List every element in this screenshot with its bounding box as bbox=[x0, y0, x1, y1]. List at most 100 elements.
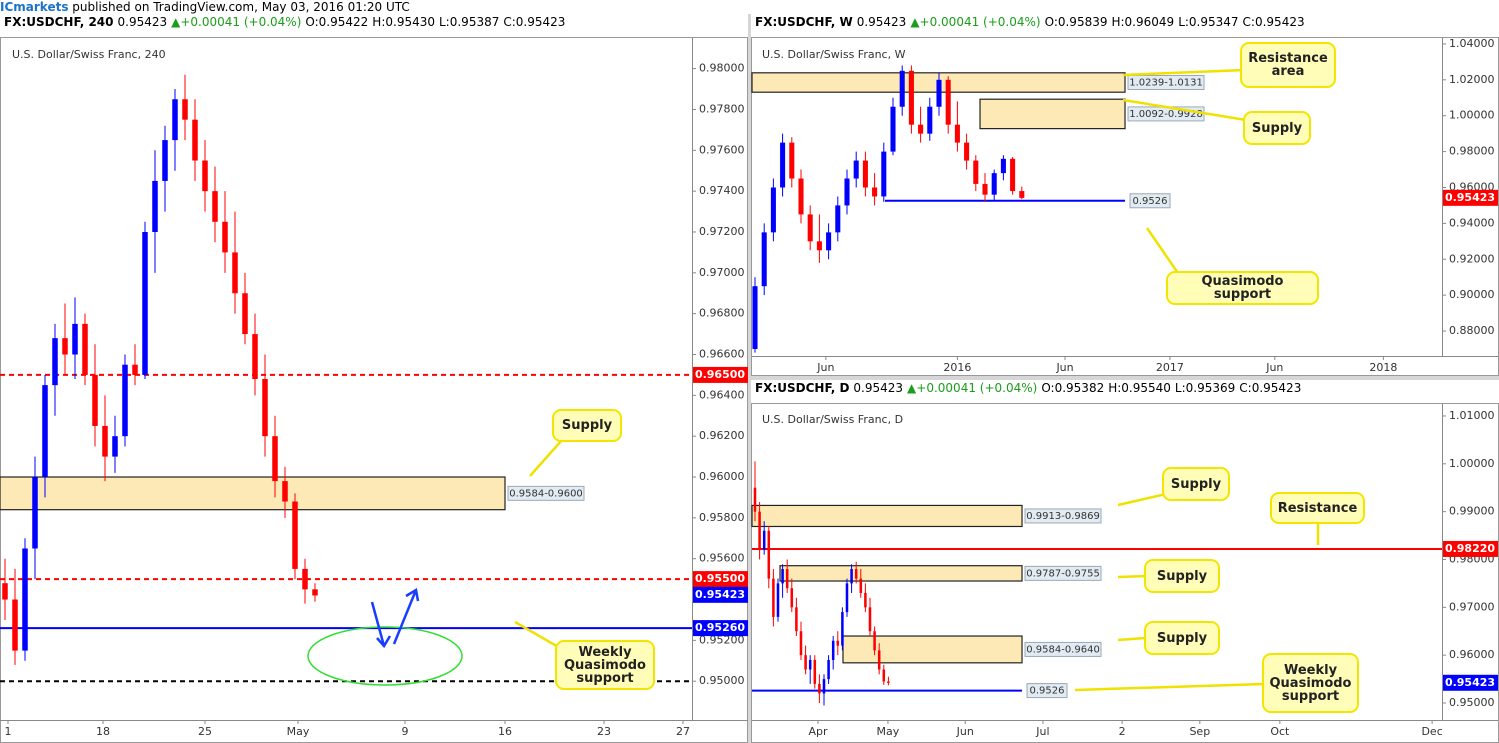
high: H:0.95540 bbox=[1108, 381, 1171, 395]
price-tag-label: 0.95500 bbox=[695, 572, 745, 585]
zone-label: 1.0239-1.0131 bbox=[1129, 78, 1203, 89]
callout: Supply bbox=[1243, 111, 1311, 145]
candle-body bbox=[272, 436, 278, 482]
y-tick-label: 0.98000 bbox=[1449, 145, 1495, 158]
x-tick-label: Dec bbox=[1421, 725, 1442, 738]
candle-body bbox=[973, 160, 979, 184]
chart-title: U.S. Dollar/Swiss Franc, D bbox=[762, 413, 903, 426]
y-tick-label: 0.97000 bbox=[1449, 600, 1495, 613]
candle-body bbox=[62, 338, 68, 355]
y-tick-label: 0.98000 bbox=[699, 62, 745, 75]
x-tick-label: 18 bbox=[96, 725, 110, 738]
candle-body bbox=[762, 530, 766, 550]
high: H:0.96049 bbox=[1111, 15, 1175, 29]
candle-body bbox=[798, 178, 804, 215]
zone bbox=[842, 635, 1023, 664]
open: O:0.95422 bbox=[305, 15, 369, 29]
x-tick-label: Jun bbox=[816, 361, 834, 374]
zone bbox=[779, 565, 1023, 582]
candle-body bbox=[2, 583, 8, 600]
x-tick-label: 27 bbox=[676, 725, 690, 738]
price-tag bbox=[1443, 540, 1498, 557]
x-tick-label: Jun bbox=[1265, 361, 1283, 374]
panel-left bbox=[0, 14, 748, 743]
callout: Resistance bbox=[1270, 492, 1365, 524]
price-tag-label: 0.95260 bbox=[695, 621, 745, 634]
last-price-label: 0.95423 bbox=[695, 588, 745, 601]
y-tick-label: 0.90000 bbox=[1449, 288, 1495, 301]
candle-body bbox=[262, 379, 268, 437]
candle-body bbox=[826, 232, 832, 251]
callout: Weekly Quasimodo support bbox=[555, 640, 655, 690]
candle-body bbox=[864, 592, 867, 608]
x-tick-label: May bbox=[287, 725, 310, 738]
price: 0.95423 bbox=[853, 381, 904, 395]
y-tick-label: 0.94000 bbox=[1449, 216, 1495, 229]
price: 0.95423 bbox=[856, 15, 907, 29]
candle-body bbox=[781, 569, 784, 584]
last-price-tag bbox=[1443, 674, 1498, 691]
candle-body bbox=[887, 681, 890, 683]
callout: Supply bbox=[1162, 467, 1230, 501]
candle-body bbox=[222, 221, 228, 253]
y-tick-label: 0.95200 bbox=[699, 633, 745, 646]
candle-body bbox=[836, 640, 840, 646]
candle-body bbox=[908, 70, 914, 125]
callout: Supply bbox=[1144, 559, 1220, 593]
y-tick-label: 0.97600 bbox=[699, 143, 745, 156]
candle-body bbox=[822, 679, 826, 694]
candle-body bbox=[758, 511, 761, 550]
candle-body bbox=[841, 612, 844, 646]
candle-body bbox=[936, 79, 942, 107]
candle-body bbox=[776, 583, 780, 617]
open: O:0.95839 bbox=[1044, 15, 1108, 29]
y-tick-label: 1.00000 bbox=[1449, 457, 1495, 470]
candle-body bbox=[761, 232, 767, 287]
candle-body bbox=[881, 151, 887, 197]
x-tick-label: 2017 bbox=[1156, 361, 1184, 374]
candle-body bbox=[854, 569, 858, 579]
candle-body bbox=[882, 669, 886, 682]
y-tick-label: 0.95600 bbox=[699, 552, 745, 565]
y-tick-label: 1.01000 bbox=[1449, 409, 1495, 422]
candle-body bbox=[1019, 191, 1025, 198]
brand[interactable]: ICmarkets bbox=[0, 0, 69, 14]
low: L:0.95369 bbox=[1174, 381, 1236, 395]
y-tick-label: 0.97800 bbox=[699, 102, 745, 115]
candle-body bbox=[753, 487, 757, 512]
candle-body bbox=[1000, 158, 1006, 174]
zone-label-box bbox=[1127, 75, 1205, 91]
y-tick-label: 0.88000 bbox=[1449, 324, 1495, 337]
low: L:0.95347 bbox=[1178, 15, 1239, 29]
price-tag-label: 0.96500 bbox=[695, 368, 745, 381]
zone bbox=[0, 476, 506, 511]
change: +0.00041 (+0.04%) bbox=[916, 381, 1038, 395]
candle-body bbox=[862, 160, 868, 188]
x-tick-label: 2016 bbox=[943, 361, 971, 374]
callout: Supply bbox=[1144, 621, 1220, 655]
scenario-arrows bbox=[370, 587, 420, 649]
candle-body bbox=[795, 607, 798, 632]
candle-body bbox=[853, 160, 859, 179]
y-tick-label: 0.96600 bbox=[699, 347, 745, 360]
change: +0.00041 (+0.04%) bbox=[919, 15, 1041, 29]
y-tick-label: 0.97000 bbox=[699, 266, 745, 279]
candle-body bbox=[954, 124, 960, 143]
level-label: 0.9526 bbox=[1030, 686, 1065, 697]
candle-body bbox=[1010, 158, 1016, 192]
candle-body bbox=[242, 293, 248, 335]
candle-body bbox=[92, 374, 98, 426]
level-label-box bbox=[1026, 683, 1068, 699]
y-tick-label: 0.96000 bbox=[699, 470, 745, 483]
last-price-tag bbox=[1443, 189, 1498, 206]
candle-body bbox=[192, 119, 198, 161]
x-tick-label: Jul bbox=[1035, 725, 1049, 738]
y-tick-label: 1.02000 bbox=[1449, 73, 1495, 86]
candle-body bbox=[172, 99, 178, 141]
candle-body bbox=[868, 607, 872, 632]
x-tick-label: 9 bbox=[402, 725, 409, 738]
y-tick-label: 0.97400 bbox=[699, 184, 745, 197]
price: 0.95423 bbox=[117, 15, 168, 29]
zone-label: 1.0092-0.9928 bbox=[1129, 109, 1203, 120]
